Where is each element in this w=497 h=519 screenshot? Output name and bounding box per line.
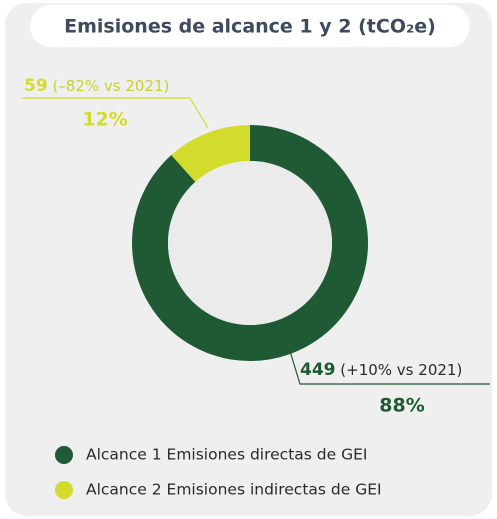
legend-marker — [55, 446, 73, 464]
change-label: (+10% vs 2021) — [340, 361, 462, 379]
donut-segment — [132, 125, 368, 361]
legend-marker — [55, 481, 73, 499]
share-label: 12% — [82, 109, 127, 131]
donut-hole — [168, 161, 332, 325]
share-label: 88% — [379, 395, 424, 417]
title-pill — [30, 5, 470, 47]
value-label: 449 (+10% vs 2021) — [300, 360, 462, 380]
legend-label: Alcance 1 Emisiones directas de GEI — [86, 446, 367, 464]
value-number: 449 — [300, 360, 336, 380]
chart-title: Emisiones de alcance 1 y 2 (tCO₂e) — [64, 16, 436, 38]
value-number: 59 — [24, 76, 48, 96]
legend-label: Alcance 2 Emisiones indirectas de GEI — [86, 481, 382, 499]
leader-line — [285, 337, 490, 385]
leader-line — [22, 97, 209, 129]
value-label: 59 (–82% vs 2021) — [24, 76, 169, 96]
change-label: (–82% vs 2021) — [52, 77, 169, 95]
donut-segment — [171, 125, 250, 182]
